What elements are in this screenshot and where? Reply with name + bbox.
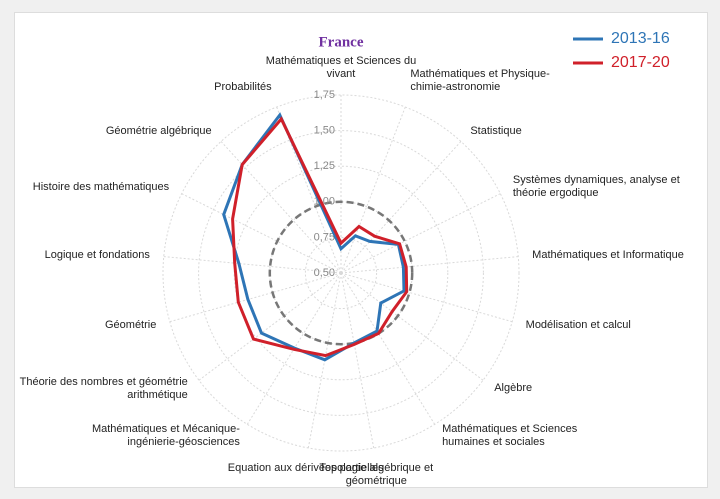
legend-label: 2013-16 — [611, 30, 670, 47]
y-tick-label: 1,75 — [314, 89, 335, 101]
spoke — [198, 272, 342, 381]
reference-ring — [268, 200, 414, 346]
category-label: Mathématiques et Sciences humaines et so… — [442, 423, 578, 449]
spoke — [340, 106, 406, 274]
category-label: Topologie algébrique et géométrique — [319, 461, 434, 487]
y-tick-label: 1,50 — [314, 125, 335, 137]
grid-ring — [162, 94, 520, 452]
y-tick-label: 0,75 — [314, 231, 335, 243]
category-label: Histoire des mathématiques — [32, 180, 170, 193]
category-label: Mathématiques et Sciences du vivant — [265, 55, 417, 80]
grid-ring — [233, 165, 449, 381]
chart-title: France — [319, 34, 364, 50]
category-label: Equation aux dérivées partielles — [227, 461, 384, 474]
category-label: Logique et fondations — [44, 248, 150, 261]
legend-label: 2017-20 — [611, 54, 670, 71]
spoke — [169, 272, 342, 323]
spoke — [340, 256, 519, 274]
grid-ring — [304, 236, 378, 310]
grid-ring — [198, 130, 484, 416]
spoke — [181, 193, 342, 274]
category-label: Théorie des nombres et géométrie arithmé… — [19, 375, 188, 401]
category-label: Probabilités — [214, 80, 272, 93]
y-tick-label: 0,50 — [314, 267, 335, 279]
category-label: Mathématiques et Informatique — [532, 248, 684, 261]
chart-card: France 0,50 0,75 1,00 1,25 1,50 1,75 2013-16 20… — [14, 12, 708, 488]
spoke — [340, 272, 375, 449]
category-label: Géométrie — [104, 319, 157, 332]
series-line — [231, 116, 409, 358]
category-label: Algèbre — [494, 382, 533, 395]
category-label: Statistique — [470, 124, 522, 137]
category-label: Modélisation et calcul — [525, 319, 631, 332]
spoke — [220, 141, 342, 274]
category-label: Géométrie algébrique — [105, 124, 212, 137]
chart: France 0,500,751,001,251,501,752013-1620… — [162, 30, 670, 452]
spoke — [340, 141, 462, 274]
category-label: Mathématiques et Physique-chimie-astrono… — [410, 67, 550, 93]
category-label: Mathématiques et Mécanique-ingénierie-gé… — [91, 423, 240, 449]
spoke — [340, 272, 484, 381]
category-label: Systèmes dynamiques, analyse et théorie … — [512, 174, 680, 200]
spoke — [340, 272, 513, 323]
spoke — [163, 256, 342, 274]
spoke — [340, 272, 436, 425]
spoke — [340, 193, 501, 274]
y-tick-label: 1,25 — [314, 160, 335, 172]
